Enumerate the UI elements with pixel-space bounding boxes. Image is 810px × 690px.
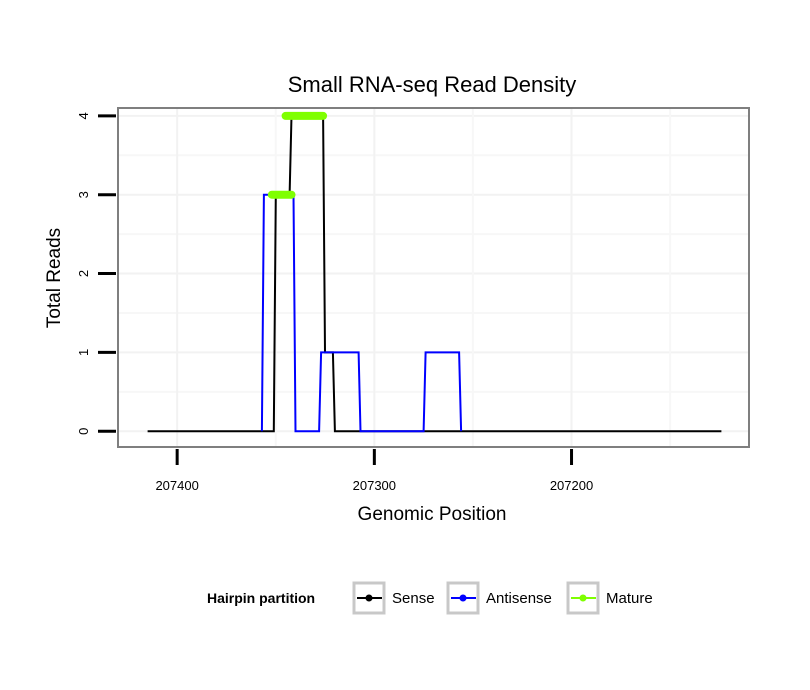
chart-title: Small RNA-seq Read Density	[288, 72, 577, 97]
x-axis-title: Genomic Position	[358, 504, 507, 525]
y-tick-label: 0	[76, 428, 91, 435]
legend: Hairpin partition Sense Antisense Mature	[207, 581, 653, 615]
series-layer	[147, 111, 722, 433]
legend-key-point	[579, 594, 587, 602]
legend-label-mature: Mature	[606, 590, 653, 607]
x-tick-label: 207200	[550, 478, 593, 493]
x-axis-ticks: 207400 207300 207200	[155, 449, 593, 493]
plot-panel-border	[117, 107, 750, 448]
legend-key-point	[459, 594, 467, 602]
grid	[118, 108, 749, 447]
legend-label-antisense: Antisense	[486, 590, 552, 607]
legend-key-point	[365, 594, 373, 602]
y-axis-ticks: 0 1 2 3 4	[76, 112, 116, 435]
y-axis-title: Total Reads	[44, 228, 65, 328]
y-tick-label: 3	[76, 191, 91, 198]
x-tick-label: 207400	[155, 478, 198, 493]
y-tick-label: 4	[76, 112, 91, 119]
y-tick-label: 1	[76, 349, 91, 356]
legend-label-sense: Sense	[392, 590, 435, 607]
legend-title: Hairpin partition	[207, 590, 315, 606]
y-tick-label: 2	[76, 270, 91, 277]
x-tick-label: 207300	[353, 478, 396, 493]
